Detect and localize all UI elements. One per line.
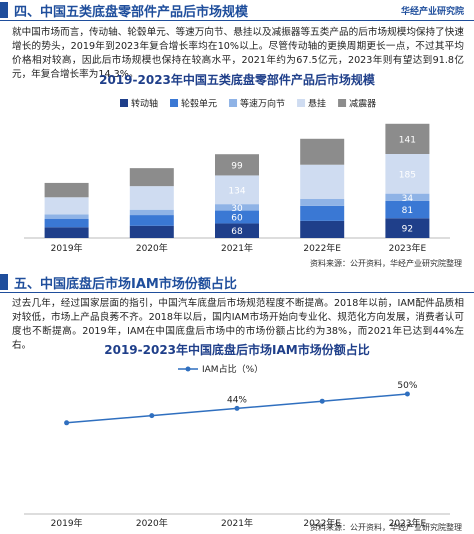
bar-segment [385,218,430,238]
source: 资料来源：公开资料，华经产业研究院整理 [310,258,462,268]
x-tick-label: 2023年E [389,517,427,529]
chart-title: 2019-2023年中国底盘后市场IAM市场份额占比 [104,342,369,357]
section-title: 五、中国底盘后市场IAM市场份额占比 [14,277,237,292]
data-label: 34 [402,194,414,204]
data-label: 68 [231,227,243,237]
bar-segment [300,205,345,221]
bar-segment [44,182,89,198]
bar-segment [385,193,430,201]
bar-segment [44,227,89,238]
marker [404,391,410,397]
chart: 2019-2023年中国底盘后市场IAM市场份额占比资料来源：公开资料，华经产业… [24,342,462,532]
bar-segment [129,209,174,216]
legend-swatch [229,99,238,107]
legend-label: 转动轴 [131,98,158,110]
legend-swatch [297,99,306,107]
bar-segment [300,220,345,238]
legend-swatch [120,99,128,107]
bar-segment [300,138,345,165]
bar-segment [44,197,89,215]
logo: 华经产业研究院 [400,7,464,17]
x-tick-label: 2019年 [51,517,83,529]
data-label: 185 [399,170,416,180]
x-tick-label: 2022年E [303,242,341,254]
marker [149,413,155,419]
data-label: 134 [228,186,245,196]
bar-segment [215,154,259,176]
bar-segment [129,168,174,187]
data-label: 50% [397,381,417,391]
legend-swatch [170,99,179,107]
legend-marker [185,366,191,372]
paragraph: 过去几年，经过国家层面的指引，中国汽车底盘后市场规范程度不断提高。2018年以前… [12,298,464,351]
source: 资料来源：公开资料，华经产业研究院整理 [310,522,462,532]
bar-segment [385,200,430,219]
bar-segment [129,186,174,210]
bar-segment [385,123,430,154]
marker [319,398,325,404]
x-tick-label: 2020年 [136,517,168,529]
section-header: 五、中国底盘后市场IAM市场份额占比 [0,272,474,293]
x-tick-label: 2021年 [221,242,253,254]
x-tick-label: 2019年 [51,242,83,254]
section-title: 四、中国五类底盘零部件产品后市场规模 [14,5,249,20]
bar-segment [215,204,259,211]
bar-segment [300,164,345,199]
legend-label: IAM占比（%） [202,363,263,375]
bar-segment [129,225,174,238]
chart-title: 2019-2023年中国五类底盘零部件产品后市场规模 [99,72,376,87]
paragraph: 就中国市场而言，传动轴、轮毂单元、等速万向节、悬挂以及减振器等五类产品的后市场规… [12,27,464,80]
bar-segment [44,214,89,219]
data-label: 60 [231,214,243,224]
bar-segment [215,223,259,238]
legend-label: 轮毂单元 [181,98,217,110]
data-label: 92 [402,225,413,235]
data-label: 99 [231,161,243,171]
legend-label: 悬挂 [308,98,326,110]
x-tick-label: 2023年E [389,242,427,254]
x-tick-label: 2022年E [303,517,341,529]
bar-segment [215,210,259,224]
data-label: 30 [231,204,243,214]
legend-swatch [338,99,347,107]
bar-segment [129,215,174,226]
bar-segment [44,218,89,228]
legend-label: 等速万向节 [240,98,285,110]
chart: 2019-2023年中国五类底盘零部件产品后市场规模资料来源：公开资料，华经产业… [24,72,462,268]
section-header: 四、中国五类底盘零部件产品后市场规模 华经产业研究院 [0,0,474,21]
x-tick-label: 2021年 [221,517,253,529]
bar-segment [215,175,259,205]
bar-segment [385,154,430,194]
data-label: 44% [227,395,247,405]
data-label: 81 [402,206,413,216]
marker [234,405,240,411]
marker [64,420,70,426]
bar-segment [300,199,345,206]
data-label: 141 [399,135,416,145]
x-tick-label: 2020年 [136,242,168,254]
legend-label: 减震器 [349,98,376,110]
